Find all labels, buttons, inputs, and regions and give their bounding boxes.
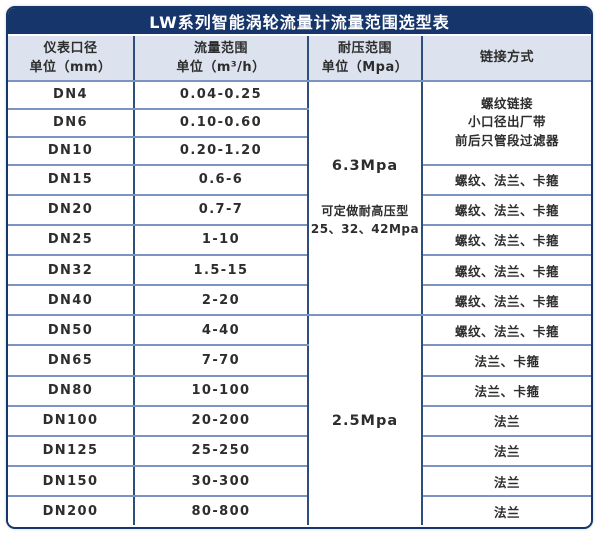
table-row: DN80 10-100 法兰、卡箍	[8, 374, 591, 407]
dn-cell: DN50	[8, 314, 135, 347]
dn-cell: DN32	[8, 254, 135, 287]
col-header-connection: 链接方式	[421, 35, 591, 82]
flow-cell: 1.5-15	[133, 254, 309, 287]
table-row: DN15 0.6-6 螺纹、法兰、卡箍	[8, 163, 591, 196]
table-row: DN65 7-70 法兰、卡箍	[8, 344, 591, 377]
flow-cell: 0.20-1.20	[133, 135, 309, 166]
table-row: DN10 0.20-1.20	[8, 135, 591, 166]
flow-cell: 2-20	[133, 284, 309, 317]
table-row: DN50 4-40 2.5Mpa 螺纹、法兰、卡箍	[8, 314, 591, 526]
connection-cell: 螺纹、法兰、卡箍	[421, 254, 591, 287]
table-title: LW系列智能涡轮流量计流量范围选型表	[8, 8, 591, 36]
table-row: DN20 0.7-7 螺纹、法兰、卡箍	[8, 193, 591, 226]
dn-cell: DN10	[8, 135, 135, 166]
flow-cell: 0.6-6	[133, 163, 309, 196]
flow-cell: 25-250	[133, 434, 309, 468]
pressure-note-line-2: 25、32、42Mpa	[310, 222, 420, 237]
connection-cell: 螺纹、法兰、卡箍	[421, 284, 591, 317]
table-row: DN4 0.04-0.25 6.3Mpa 可定做耐高压型 25、32、42Mpa…	[8, 79, 591, 317]
table-row: DN100 20-200 法兰	[8, 404, 591, 437]
dn-cell: DN65	[8, 344, 135, 377]
connection-line-3: 前后只管段过滤器	[454, 133, 559, 149]
table-row: DN200 80-800 法兰	[8, 495, 591, 526]
connection-cell-small-bore: 螺纹链接 小口径出厂带 前后只管段过滤器	[421, 80, 591, 166]
header-line-2: 单位（Mpa）	[321, 60, 409, 75]
dn-cell: DN80	[8, 374, 135, 407]
dn-cell: DN15	[8, 163, 135, 196]
flow-cell: 20-200	[133, 404, 309, 437]
dn-cell: DN20	[8, 193, 135, 226]
dn-cell: DN125	[8, 434, 135, 468]
flow-cell: 0.04-0.25	[133, 80, 309, 110]
dn-cell: DN40	[8, 284, 135, 317]
dn-cell: DN6	[8, 107, 135, 138]
header-line-2: 单位（mm）	[29, 60, 112, 75]
dn-cell: DN100	[8, 404, 135, 437]
header-line-2: 单位（m³/h）	[176, 60, 266, 75]
col-header-diameter: 仪表口径 单位（mm）	[8, 35, 135, 82]
flow-cell: 4-40	[133, 314, 309, 347]
pressure-note: 可定做耐高压型 25、32、42Mpa	[309, 202, 421, 239]
header-line-1: 仪表口径	[43, 40, 98, 56]
connection-cell: 螺纹、法兰、卡箍	[421, 223, 591, 257]
connection-cell: 法兰	[421, 404, 591, 437]
header-line-1: 流量范围	[193, 40, 248, 56]
table-row: DN125 25-250 法兰	[8, 434, 591, 468]
connection-cell: 法兰	[421, 495, 591, 526]
dn-cell: DN4	[8, 80, 135, 110]
col-header-flow-range: 流量范围 单位（m³/h）	[133, 35, 309, 82]
selection-table-card: LW系列智能涡轮流量计流量范围选型表 仪表口径 单位（mm） 流量范围 单位（m…	[6, 6, 593, 529]
pressure-value: 6.3Mpa	[331, 157, 399, 174]
connection-cell: 螺纹、法兰、卡箍	[421, 163, 591, 196]
dn-cell: DN25	[8, 223, 135, 257]
flow-cell: 0.7-7	[133, 193, 309, 226]
connection-line-2: 小口径出厂带	[467, 114, 546, 130]
connection-cell: 螺纹、法兰、卡箍	[421, 193, 591, 226]
connection-cell: 法兰	[421, 434, 591, 468]
flow-cell: 1-10	[133, 223, 309, 257]
pressure-value: 2.5Mpa	[331, 412, 399, 429]
header-row: 仪表口径 单位（mm） 流量范围 单位（m³/h） 耐压范围 单位（Mpa） 链…	[8, 35, 591, 82]
connection-cell: 螺纹、法兰、卡箍	[421, 314, 591, 347]
flow-cell: 7-70	[133, 344, 309, 377]
table-row: DN6 0.10-0.60	[8, 107, 591, 138]
flow-cell: 10-100	[133, 374, 309, 407]
header-line-1: 耐压范围	[337, 40, 392, 56]
flow-cell: 0.10-0.60	[133, 107, 309, 138]
connection-cell: 法兰	[421, 465, 591, 498]
table-row: DN40 2-20 螺纹、法兰、卡箍	[8, 284, 591, 317]
pressure-cell-25mpa: 2.5Mpa	[307, 314, 423, 526]
connection-line-1: 螺纹链接	[480, 95, 533, 111]
flow-cell: 30-300	[133, 465, 309, 498]
header-line-1: 链接方式	[479, 50, 534, 66]
pressure-cell-63mpa: 6.3Mpa 可定做耐高压型 25、32、42Mpa	[307, 79, 423, 317]
table-row: DN150 30-300 法兰	[8, 465, 591, 498]
table-row: DN32 1.5-15 螺纹、法兰、卡箍	[8, 254, 591, 287]
connection-cell: 法兰、卡箍	[421, 374, 591, 407]
flow-cell: 80-800	[133, 495, 309, 526]
flowmeter-selection-table: 仪表口径 单位（mm） 流量范围 单位（m³/h） 耐压范围 单位（Mpa） 链…	[8, 35, 591, 526]
dn-cell: DN200	[8, 495, 135, 526]
connection-cell: 法兰、卡箍	[421, 344, 591, 377]
dn-cell: DN150	[8, 465, 135, 498]
col-header-pressure-range: 耐压范围 单位（Mpa）	[307, 35, 423, 82]
table-row: DN25 1-10 螺纹、法兰、卡箍	[8, 223, 591, 257]
pressure-note-line-1: 可定做耐高压型	[321, 203, 409, 218]
